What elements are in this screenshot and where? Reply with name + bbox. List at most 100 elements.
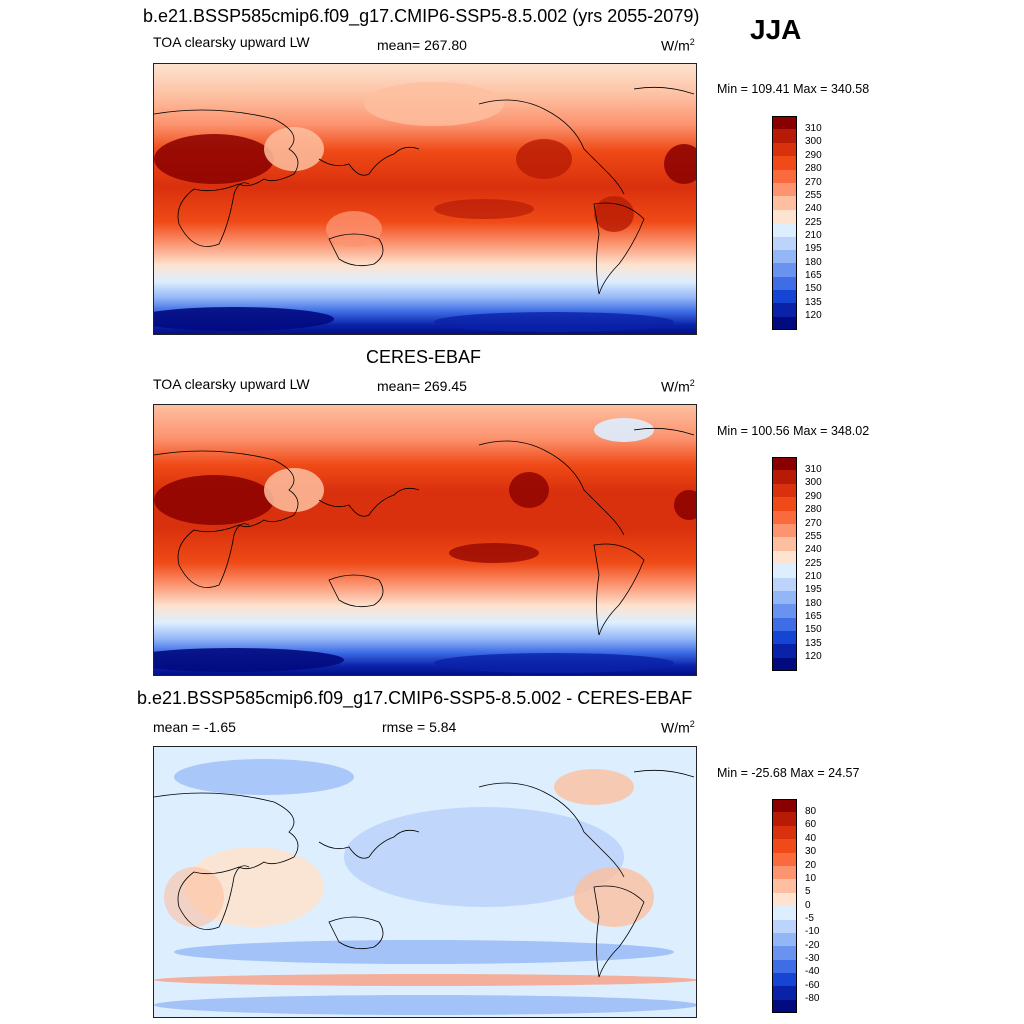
colorbar-tick: -80 <box>805 993 820 1004</box>
colorbar-swatch <box>772 550 797 565</box>
colorbar-swatch <box>772 631 797 645</box>
colorbar-swatch <box>772 263 797 277</box>
colorbar-tick: -10 <box>805 926 820 937</box>
panel3-colorbar <box>772 799 797 1014</box>
panel2-map-field <box>154 405 696 675</box>
colorbar-swatch <box>772 812 797 826</box>
colorbar-swatch <box>772 236 797 250</box>
colorbar-swatch <box>772 799 797 813</box>
colorbar-swatch <box>772 657 797 672</box>
colorbar-tick: 5 <box>805 886 811 897</box>
panel1-map-field <box>154 64 696 334</box>
colorbar-swatch <box>772 510 797 524</box>
colorbar-swatch <box>772 892 797 907</box>
panel2-minmax: Min = 100.56 Max = 348.02 <box>717 424 870 438</box>
colorbar-swatch <box>772 865 797 880</box>
panel1-minmax: Min = 109.41 Max = 340.58 <box>717 82 870 96</box>
colorbar-swatch <box>772 564 797 578</box>
colorbar-swatch <box>772 879 797 893</box>
colorbar-swatch <box>772 457 797 471</box>
colorbar-swatch <box>772 973 797 987</box>
colorbar-tick: 255 <box>805 190 822 201</box>
colorbar-swatch <box>772 537 797 551</box>
colorbar-swatch <box>772 919 797 933</box>
colorbar-swatch <box>772 470 797 484</box>
panel3-units: W/m2 <box>661 719 695 736</box>
colorbar-tick: 80 <box>805 806 817 817</box>
colorbar-swatch <box>772 129 797 143</box>
colorbar-swatch <box>772 249 797 264</box>
colorbar-tick: -60 <box>805 980 820 991</box>
colorbar-swatch <box>772 116 797 130</box>
colorbar-tick: 310 <box>805 464 822 475</box>
colorbar-swatch <box>772 577 797 591</box>
colorbar-swatch <box>772 959 797 974</box>
panel2-variable-label: TOA clearsky upward LW <box>153 376 310 392</box>
colorbar-tick: 280 <box>805 163 822 174</box>
colorbar-tick: 240 <box>805 544 822 555</box>
colorbar-tick: 290 <box>805 491 822 502</box>
colorbar-swatch <box>772 169 797 183</box>
colorbar-tick: -30 <box>805 953 820 964</box>
colorbar-tick: 240 <box>805 203 822 214</box>
panel1-units: W/m2 <box>661 37 695 54</box>
colorbar-tick: 150 <box>805 283 822 294</box>
panel2-units: W/m2 <box>661 378 695 395</box>
colorbar-tick: 255 <box>805 531 822 542</box>
colorbar-swatch <box>772 999 797 1014</box>
colorbar-tick: -40 <box>805 966 820 977</box>
colorbar-swatch <box>772 523 797 538</box>
panel3-minmax: Min = -25.68 Max = 24.57 <box>717 766 860 780</box>
colorbar-tick: 0 <box>805 900 811 911</box>
colorbar-tick: -5 <box>805 913 814 924</box>
panel1-variable-label: TOA clearsky upward LW <box>153 34 310 50</box>
colorbar-swatch <box>772 276 797 291</box>
colorbar-tick: 165 <box>805 270 822 281</box>
colorbar-swatch <box>772 932 797 947</box>
colorbar-swatch <box>772 483 797 498</box>
colorbar-swatch <box>772 946 797 960</box>
colorbar-swatch <box>772 906 797 920</box>
colorbar-swatch <box>772 497 797 511</box>
panel2-colorbar <box>772 457 797 672</box>
colorbar-swatch <box>772 156 797 170</box>
panel2-title: CERES-EBAF <box>366 347 482 367</box>
colorbar-tick: 30 <box>805 846 817 857</box>
colorbar-tick: 165 <box>805 611 822 622</box>
colorbar-tick: 195 <box>805 584 822 595</box>
colorbar-tick: 270 <box>805 177 822 188</box>
colorbar-swatch <box>772 142 797 157</box>
colorbar-tick: 300 <box>805 136 822 147</box>
colorbar-tick: 40 <box>805 833 817 844</box>
panel1-mean-label: mean= 267.80 <box>377 37 467 53</box>
colorbar-tick: 280 <box>805 504 822 515</box>
colorbar-tick: 180 <box>805 257 822 268</box>
colorbar-swatch <box>772 839 797 853</box>
panel1-title: b.e21.BSSP585cmip6.f09_g17.CMIP6-SSP5-8.… <box>143 6 700 26</box>
colorbar-swatch <box>772 196 797 210</box>
panel3-map <box>153 746 697 1018</box>
colorbar-swatch <box>772 986 797 1000</box>
panel3-mean-label: mean = -1.65 <box>153 719 236 735</box>
colorbar-swatch <box>772 316 797 331</box>
colorbar-tick: 310 <box>805 123 822 134</box>
colorbar-tick: 20 <box>805 860 817 871</box>
colorbar-tick: 225 <box>805 217 822 228</box>
colorbar-tick: 290 <box>805 150 822 161</box>
colorbar-tick: 135 <box>805 297 822 308</box>
colorbar-tick: 270 <box>805 518 822 529</box>
panel1-map <box>153 63 697 335</box>
colorbar-tick: 300 <box>805 477 822 488</box>
colorbar-tick: 150 <box>805 624 822 635</box>
colorbar-tick: 135 <box>805 638 822 649</box>
colorbar-tick: 180 <box>805 598 822 609</box>
season-label: JJA <box>750 14 802 45</box>
colorbar-swatch <box>772 290 797 304</box>
colorbar-swatch <box>772 303 797 317</box>
panel2-mean-label: mean= 269.45 <box>377 378 467 394</box>
colorbar-swatch <box>772 604 797 618</box>
colorbar-tick: 225 <box>805 558 822 569</box>
colorbar-swatch <box>772 825 797 840</box>
panel2-map <box>153 404 697 676</box>
colorbar-swatch <box>772 617 797 632</box>
